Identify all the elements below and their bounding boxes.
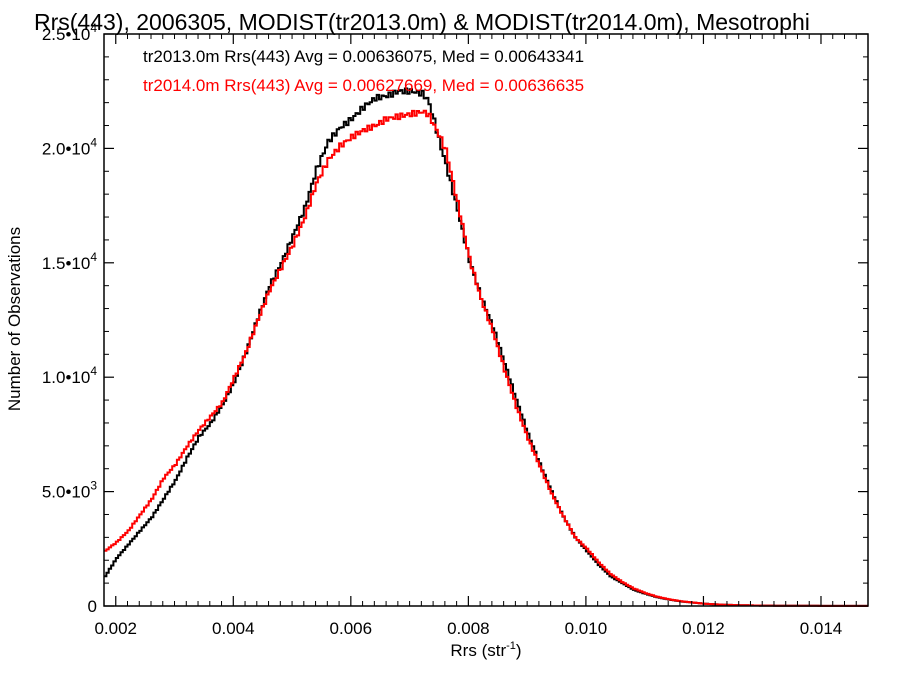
series-line-tr2013 [104, 87, 868, 607]
x-tick-label: 0.006 [330, 619, 373, 638]
x-axis-label-exponent: -1 [506, 640, 516, 652]
x-tick-label: 0.014 [800, 619, 843, 638]
y-tick-label: 2.5•104 [42, 21, 98, 44]
x-tick-label: 0.010 [565, 619, 608, 638]
axes: 0.002 0.004 0.006 0.008 0.010 0.012 0.014 0 5.0•… [42, 21, 869, 638]
x-axis-label-main: Rrs (str [450, 641, 506, 660]
x-tick-label: 0.008 [447, 619, 490, 638]
y-tick-label: 0 [88, 597, 97, 616]
x-tick-label: 0.012 [682, 619, 725, 638]
x-axis-label-suffix: ) [516, 641, 522, 660]
x-axis-label: Rrs (str-1) [450, 640, 521, 660]
y-tick-label: 2.0•104 [42, 135, 98, 158]
x-tick-label: 0.002 [94, 619, 137, 638]
legend-entry-tr2014: tr2014.0m Rrs(443) Avg = 0.00627669, Med… [143, 76, 584, 95]
y-tick-label: 5.0•103 [42, 479, 98, 502]
chart-title: Rrs(443), 2006305, MODIST(tr2013.0m) & M… [34, 9, 810, 35]
plot-frame [103, 33, 869, 607]
series-line-tr2014 [104, 109, 868, 607]
y-axis-label: Number of Observations [5, 227, 24, 411]
y-tick-label: 1.5•104 [42, 250, 98, 273]
y-tick-label: 1.0•104 [42, 364, 98, 387]
x-tick-label: 0.004 [212, 619, 255, 638]
legend-entry-tr2013: tr2013.0m Rrs(443) Avg = 0.00636075, Med… [143, 47, 584, 66]
plot-area [104, 87, 868, 607]
